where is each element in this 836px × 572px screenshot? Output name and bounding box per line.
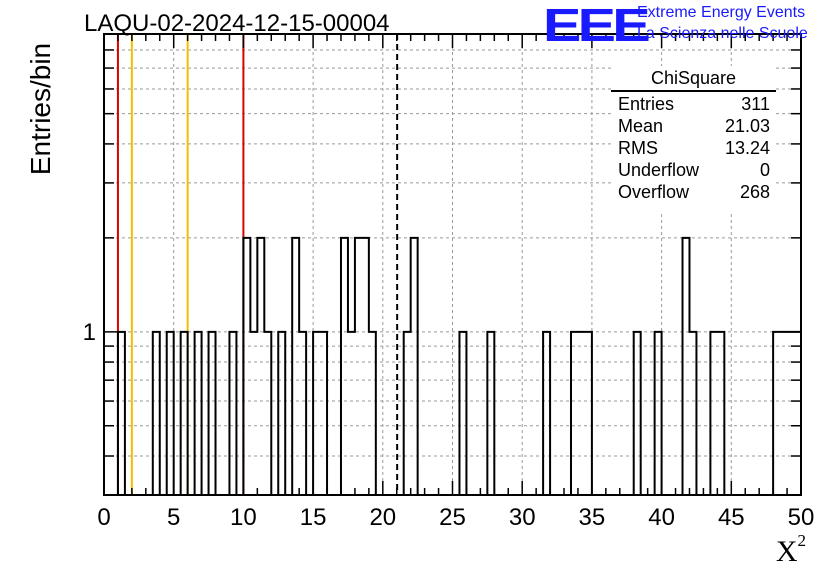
histogram-bin	[578, 332, 585, 495]
histogram-bin	[264, 332, 271, 495]
histogram-bin	[118, 332, 125, 495]
axes: 0 5 10 15 20 25 30 35 40 45 50 1	[83, 33, 815, 531]
histogram-bin	[773, 332, 780, 495]
histogram-bin	[794, 332, 801, 495]
x-tick-label: 20	[369, 504, 396, 531]
stats-value: 13.24	[724, 138, 770, 158]
stats-label: RMS	[618, 138, 658, 158]
stats-title: ChiSquare	[650, 68, 737, 88]
histogram-bin	[320, 332, 327, 495]
stats-value: 311	[741, 94, 770, 114]
histogram-bin	[250, 332, 257, 495]
histogram-bin	[634, 332, 641, 495]
histogram-bin	[487, 332, 494, 495]
x-tick-label: 45	[718, 504, 745, 531]
stats-value: 0	[759, 160, 770, 180]
histogram-bin	[787, 332, 794, 495]
stats-value: 21.03	[724, 116, 770, 136]
stats-divider	[611, 90, 776, 92]
histogram-bin	[313, 332, 320, 495]
x-tick-label: 50	[788, 504, 815, 531]
histogram-bin	[153, 332, 160, 495]
histogram-bin	[459, 332, 466, 495]
histogram-bin	[348, 332, 355, 495]
histogram-bin	[571, 332, 578, 495]
histogram-bin	[369, 332, 376, 495]
x-axis-label: X2	[775, 531, 806, 568]
x-tick-label: 10	[230, 504, 257, 531]
branding-line-2: La Scienza nelle Scuole	[637, 25, 808, 42]
histogram-bin	[585, 332, 592, 495]
histogram-bin	[710, 332, 717, 495]
x-tick-label: 15	[300, 504, 327, 531]
stats-value: 268	[739, 182, 770, 202]
stats-label: Mean	[618, 116, 664, 136]
x-tick-label: 0	[97, 504, 110, 531]
histogram-bin	[229, 332, 236, 495]
stats-label: Overflow	[618, 182, 690, 202]
histogram-bin	[195, 332, 202, 495]
histogram-bin	[299, 332, 306, 495]
eee-logo: EEE	[543, 0, 651, 51]
histogram-bin	[780, 332, 787, 495]
histogram-bin	[209, 332, 216, 495]
histogram-bin	[543, 332, 550, 495]
histogram-bin	[167, 332, 174, 495]
x-tick-label: 30	[509, 504, 536, 531]
stats-label: Underflow	[618, 160, 700, 180]
x-tick-label: 5	[167, 504, 180, 531]
run-title: LAQU-02-2024-12-15-00004	[84, 10, 390, 37]
y-tick-label: 1	[83, 319, 96, 346]
histogram-bin	[717, 332, 724, 495]
stats-label: Entries	[618, 94, 675, 114]
x-tick-label: 35	[579, 504, 606, 531]
histogram-bin	[181, 332, 188, 495]
y-axis-label: Entries/bin	[25, 42, 56, 176]
histogram-bin	[689, 332, 696, 495]
stats-box: ChiSquare Entries 311 Mean 21.03 RMS 13.24 …	[611, 66, 776, 212]
histogram-bin	[404, 332, 411, 495]
histogram-bin	[278, 332, 285, 495]
histogram-bin	[655, 332, 662, 495]
branding-line-1: Extreme Energy Events	[637, 4, 806, 21]
x-tick-label: 25	[439, 504, 466, 531]
x-tick-label: 40	[648, 504, 675, 531]
